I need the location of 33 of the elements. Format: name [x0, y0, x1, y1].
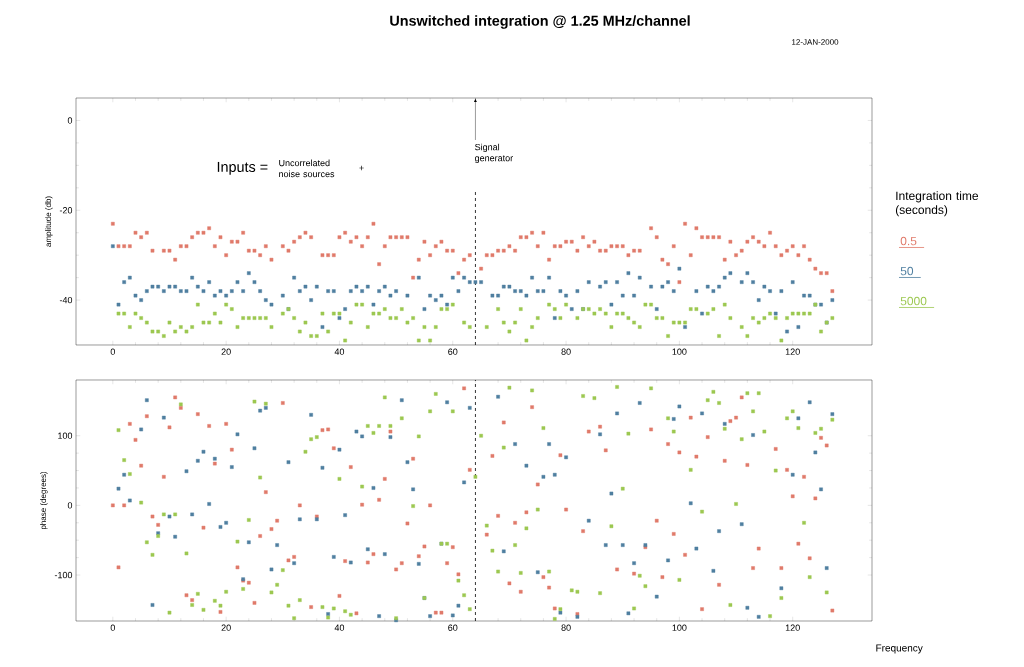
x-tick-label: 80 — [561, 624, 571, 631]
x-tick-label: 40 — [334, 348, 345, 355]
x-tick-label: 100 — [672, 348, 687, 355]
y-tick-label: -20 — [59, 207, 73, 214]
x-tick-label: 0 — [110, 624, 115, 631]
x-tick-label: 40 — [334, 624, 345, 631]
legend-title: Integration time (seconds) — [895, 191, 979, 217]
y-axis-title: phase (degrees) — [40, 471, 48, 530]
annotation: + — [359, 165, 364, 171]
x-tick-label: 100 — [672, 624, 687, 631]
text: 50 — [900, 266, 914, 276]
x-tick-label: 120 — [785, 348, 800, 355]
x-axis-title: Frequency — [876, 644, 923, 654]
y-tick-label: 100 — [58, 432, 73, 439]
chart-subtitle: 12-JAN-2000 — [792, 39, 839, 45]
x-tick-label: 80 — [561, 348, 571, 355]
y-tick-label: 0 — [67, 502, 73, 509]
x-tick-label: 0 — [110, 348, 115, 355]
x-tick-label: 20 — [221, 348, 231, 355]
chart-title: Unswitched integration @ 1.25 MHz/channel — [390, 15, 690, 29]
y-tick-label: 0 — [67, 117, 73, 124]
x-tick-label: 120 — [785, 624, 800, 631]
ref-line-label: Signal generator — [475, 143, 513, 164]
annotation: Uncorrelated noise sources — [279, 159, 335, 178]
x-tick-label: 20 — [221, 624, 231, 631]
x-tick-label: 60 — [448, 624, 458, 631]
y-tick-label: -40 — [59, 296, 73, 304]
x-tick-label: 60 — [448, 348, 458, 355]
text: 5000 — [900, 296, 927, 306]
text: 0.5 — [900, 236, 917, 246]
y-tick-label: -100 — [54, 571, 73, 579]
annotation: Inputs = — [217, 161, 268, 175]
y-axis-title: amplitude (db) — [45, 196, 53, 247]
